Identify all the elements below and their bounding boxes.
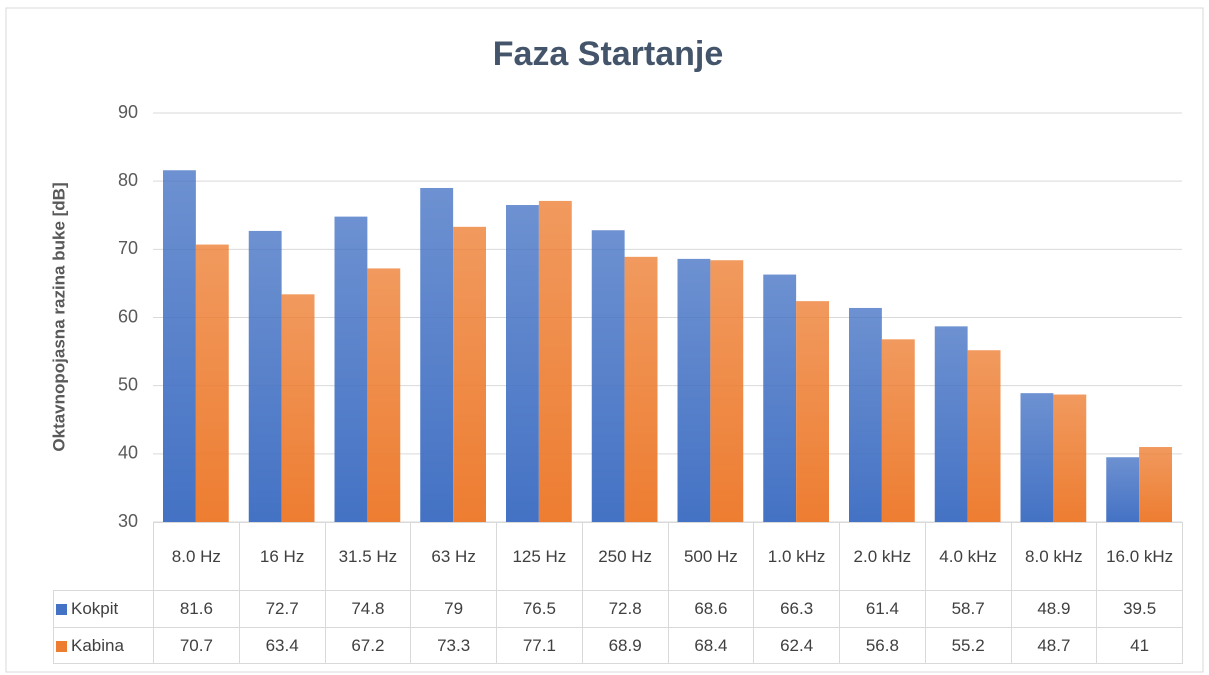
x-tick-label: 31.5 Hz xyxy=(324,522,412,591)
data-label: 66.3 xyxy=(753,590,840,628)
data-label: 56.8 xyxy=(839,627,926,664)
data-label: 39.5 xyxy=(1096,590,1183,628)
legend-cell: Kabina xyxy=(53,627,154,664)
bar xyxy=(506,205,539,522)
series-row: Kabina 70.7 63.4 67.2 73.3 77.1 68.9 68.4 62.4 56… xyxy=(53,627,1183,664)
data-label: 55.2 xyxy=(924,627,1012,664)
data-label: 63.4 xyxy=(238,627,326,664)
data-table: 8.0 Hz 16 Hz 31.5 Hz 63 Hz 125 Hz 250 Hz 500 H… xyxy=(53,522,1183,664)
data-label: 73.3 xyxy=(410,627,497,664)
bar xyxy=(881,339,915,522)
bar xyxy=(420,187,454,522)
data-label: 68.4 xyxy=(667,627,755,664)
data-label: 48.7 xyxy=(1010,627,1098,664)
data-label: 81.6 xyxy=(153,590,240,628)
bar xyxy=(624,256,658,522)
x-tick-label: 500 Hz xyxy=(667,522,755,591)
bar xyxy=(591,230,625,522)
data-label: 48.9 xyxy=(1010,590,1098,628)
data-label: 62.4 xyxy=(753,627,840,664)
bar xyxy=(796,301,829,522)
bar xyxy=(763,274,797,522)
bar xyxy=(334,216,368,522)
legend-key xyxy=(56,640,67,652)
bar xyxy=(163,170,196,522)
bar xyxy=(849,307,882,522)
bar xyxy=(1053,394,1087,522)
bar xyxy=(934,326,968,522)
data-label: 68.9 xyxy=(581,627,669,664)
legend-label: Kokpit xyxy=(71,599,119,618)
bar xyxy=(538,200,572,522)
x-tick-label: 250 Hz xyxy=(581,522,669,591)
data-label: 74.8 xyxy=(324,590,412,628)
y-tick-label: 50 xyxy=(118,374,138,394)
legend-cell: Kokpit xyxy=(53,590,154,628)
y-tick-label: 70 xyxy=(118,238,138,258)
x-tick-label: 1.0 kHz xyxy=(753,522,840,591)
data-label: 72.8 xyxy=(581,590,669,628)
x-tick-label: 16 Hz xyxy=(238,522,326,591)
x-tick-label: 16.0 kHz xyxy=(1096,522,1183,591)
x-tick-label: 63 Hz xyxy=(410,522,497,591)
data-label: 67.2 xyxy=(324,627,412,664)
bar xyxy=(453,226,486,523)
bar xyxy=(1139,447,1172,522)
bar xyxy=(1020,393,1054,522)
bar xyxy=(367,268,401,522)
bar xyxy=(677,258,711,522)
header-row: 8.0 Hz 16 Hz 31.5 Hz 63 Hz 125 Hz 250 Hz 500 H… xyxy=(54,522,1183,591)
data-label: 77.1 xyxy=(496,627,583,664)
y-tick-label: 90 xyxy=(118,102,138,122)
bar xyxy=(195,244,229,523)
data-label: 70.7 xyxy=(153,627,240,664)
data-label: 79 xyxy=(410,590,497,628)
x-tick-label: 125 Hz xyxy=(496,522,583,591)
bar xyxy=(281,294,315,522)
y-tick-label: 40 xyxy=(118,443,138,463)
y-tick-label: 80 xyxy=(118,170,138,190)
legend-key xyxy=(56,604,67,616)
data-label: 61.4 xyxy=(839,590,926,628)
x-tick-label: 2.0 kHz xyxy=(839,522,926,591)
data-label: 58.7 xyxy=(924,590,1012,628)
x-tick-label: 8.0 kHz xyxy=(1010,522,1098,591)
y-tick-label: 60 xyxy=(118,306,138,326)
x-tick-label: 8.0 Hz xyxy=(153,522,240,591)
data-label: 76.5 xyxy=(496,590,583,628)
data-label: 68.6 xyxy=(667,590,755,628)
bar xyxy=(248,230,282,522)
chart-title: Faza Startanje xyxy=(493,35,724,73)
data-label: 72.7 xyxy=(238,590,326,628)
x-tick-label: 4.0 kHz xyxy=(924,522,1012,591)
blank-cell xyxy=(54,523,154,591)
legend-label: Kabina xyxy=(71,635,124,655)
data-label: 41 xyxy=(1096,627,1183,664)
bar xyxy=(710,260,744,522)
y-tick-label: 30 xyxy=(118,511,138,531)
bar xyxy=(1106,457,1140,522)
y-axis-label: Oktavnopojasna razina buke [dB] xyxy=(49,182,68,451)
series-row: Kokpit 81.6 72.7 74.8 79 76.5 72.8 68.6 66.3 61.4… xyxy=(53,590,1183,628)
bar xyxy=(967,350,1001,522)
